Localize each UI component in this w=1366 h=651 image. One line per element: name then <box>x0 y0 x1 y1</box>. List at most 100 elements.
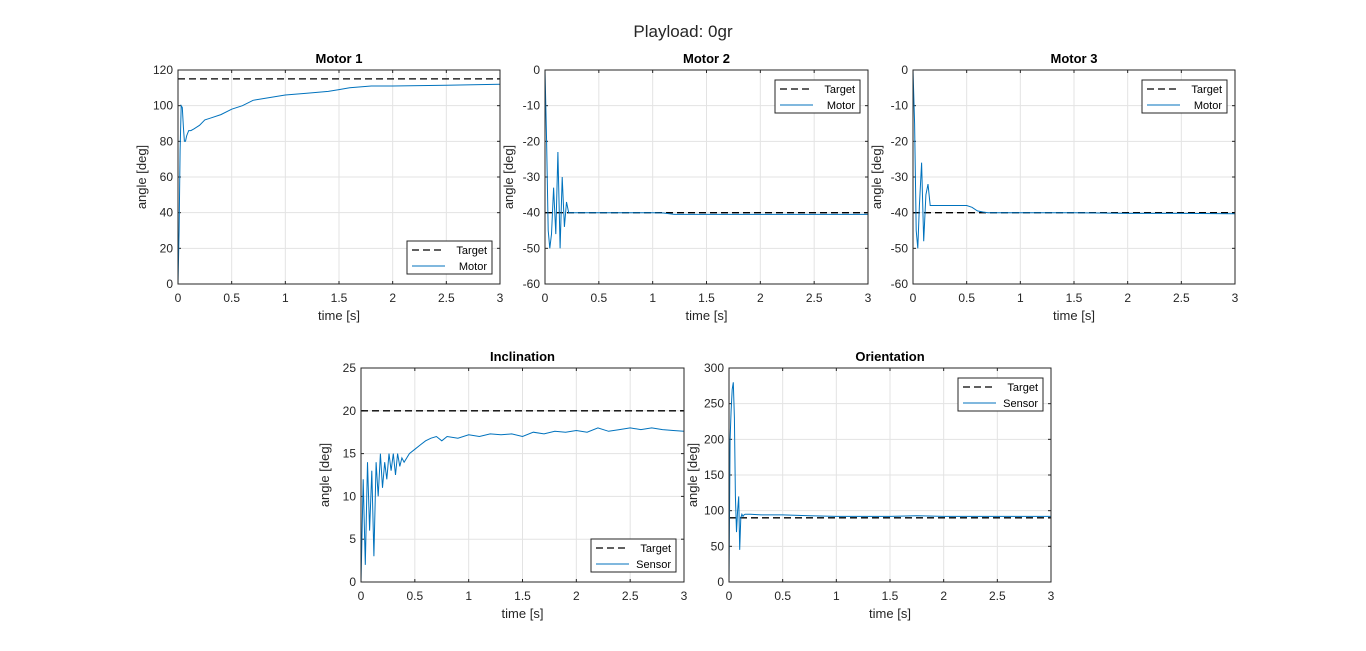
legend-box <box>1141 79 1228 114</box>
x-tick-label: 0.5 <box>590 291 607 305</box>
x-tick-label: 0 <box>542 291 549 305</box>
series-line-motor <box>913 70 1235 249</box>
legend-label-target: Target <box>640 543 671 555</box>
axes-box <box>728 367 1052 583</box>
plot-inclination: 0 0.5 1 1.5 2 2.5 3 0 5 10 15 20 25 Inclination time [… <box>317 349 688 621</box>
plot-title: Inclination <box>490 349 555 364</box>
x-tick-label: 2 <box>940 589 947 603</box>
x-tick-label: 0.5 <box>223 291 240 305</box>
plot-motor-3: 0 0.5 1 1.5 2 2.5 3 -60 -50 -40 -30 -20 -10 0 Motor 3 t… <box>869 51 1239 323</box>
x-tick-label: 2.5 <box>989 589 1006 603</box>
y-tick-label: 100 <box>153 99 173 113</box>
x-tick-label: 1.5 <box>514 589 531 603</box>
legend-label-sensor: Sensor <box>636 559 671 571</box>
y-tick-label: 120 <box>153 63 173 77</box>
y-tick-label: 0 <box>533 63 540 77</box>
y-tick-label: -40 <box>891 206 909 220</box>
x-axis-label: time [s] <box>686 308 728 323</box>
legend-label-motor: Motor <box>459 261 487 273</box>
axes-box <box>912 69 1236 285</box>
x-tick-label: 3 <box>497 291 504 305</box>
y-tick-label: 200 <box>704 432 724 446</box>
legend-box <box>774 79 861 114</box>
x-tick-label: 1.5 <box>698 291 715 305</box>
y-tick-label: 20 <box>343 404 357 418</box>
x-tick-label: 2 <box>757 291 764 305</box>
axes-box <box>177 69 501 285</box>
x-tick-label: 0.5 <box>774 589 791 603</box>
y-tick-label: 20 <box>160 241 174 255</box>
legend: Target Motor <box>774 79 861 114</box>
axes-box <box>544 69 869 285</box>
y-tick-label: 40 <box>160 206 174 220</box>
legend: Target Motor <box>1141 79 1228 114</box>
x-tick-label: 2.5 <box>622 589 639 603</box>
y-axis-label: angle [deg] <box>317 443 332 507</box>
x-axis-label: time [s] <box>318 308 360 323</box>
plot-title: Motor 1 <box>316 51 363 66</box>
x-tick-label: 2.5 <box>806 291 823 305</box>
y-tick-label: 5 <box>349 532 356 546</box>
legend-label-motor: Motor <box>827 100 855 112</box>
x-tick-label: 0.5 <box>958 291 975 305</box>
plot-title: Motor 3 <box>1051 51 1098 66</box>
x-axis-label: time [s] <box>1053 308 1095 323</box>
y-tick-label: 15 <box>343 447 357 461</box>
y-tick-label: 25 <box>343 361 357 375</box>
y-tick-label: -50 <box>891 241 909 255</box>
x-tick-label: 1.5 <box>1066 291 1083 305</box>
y-tick-label: 50 <box>711 539 725 553</box>
y-tick-label: -40 <box>523 206 541 220</box>
y-tick-label: 300 <box>704 361 724 375</box>
y-tick-label: -60 <box>891 277 909 291</box>
legend-label-target: Target <box>824 84 855 96</box>
legend-label-sensor: Sensor <box>1003 398 1038 410</box>
x-tick-label: 1 <box>1017 291 1024 305</box>
legend: Target Sensor <box>590 538 677 573</box>
y-tick-label: 0 <box>349 575 356 589</box>
y-tick-label: 250 <box>704 397 724 411</box>
y-axis-label: angle [deg] <box>685 443 700 507</box>
legend-box <box>406 240 493 275</box>
y-axis-label: angle [deg] <box>869 145 884 209</box>
y-tick-label: 10 <box>343 489 357 503</box>
x-tick-label: 0 <box>358 589 365 603</box>
legend: Target Motor <box>406 240 493 275</box>
y-tick-label: 0 <box>717 575 724 589</box>
y-tick-label: -20 <box>891 134 909 148</box>
y-axis-label: angle [deg] <box>134 145 149 209</box>
y-tick-label: -60 <box>523 277 541 291</box>
x-tick-label: 1.5 <box>882 589 899 603</box>
x-tick-label: 0.5 <box>406 589 423 603</box>
x-tick-label: 1 <box>649 291 656 305</box>
legend-label-target: Target <box>1007 382 1038 394</box>
y-tick-label: 60 <box>160 170 174 184</box>
x-tick-label: 1 <box>833 589 840 603</box>
x-tick-label: 2.5 <box>1173 291 1190 305</box>
plot-motor-2: 0 0.5 1 1.5 2 2.5 3 -60 -50 -40 -30 -20 -10 0 Motor 2 t… <box>501 51 872 323</box>
legend-box <box>590 538 677 573</box>
y-tick-label: 0 <box>166 277 173 291</box>
y-tick-label: -50 <box>523 241 541 255</box>
y-tick-label: -10 <box>523 99 541 113</box>
axes-box <box>360 367 685 583</box>
x-tick-label: 3 <box>1048 589 1055 603</box>
x-tick-label: 1.5 <box>331 291 348 305</box>
y-tick-label: 100 <box>704 504 724 518</box>
x-tick-label: 0 <box>175 291 182 305</box>
y-tick-label: 150 <box>704 468 724 482</box>
series-line-motor <box>178 83 500 284</box>
x-axis-label: time [s] <box>502 606 544 621</box>
x-tick-label: 2 <box>389 291 396 305</box>
x-tick-label: 2.5 <box>438 291 455 305</box>
series-line-motor <box>545 70 868 249</box>
series-line-sensor <box>361 427 684 582</box>
x-tick-label: 1 <box>465 589 472 603</box>
x-tick-label: 3 <box>1232 291 1239 305</box>
x-tick-label: 0 <box>910 291 917 305</box>
x-tick-label: 2 <box>1124 291 1131 305</box>
x-tick-label: 2 <box>573 589 580 603</box>
figure-title: Playload: 0gr <box>633 22 733 41</box>
y-tick-label: 0 <box>901 63 908 77</box>
